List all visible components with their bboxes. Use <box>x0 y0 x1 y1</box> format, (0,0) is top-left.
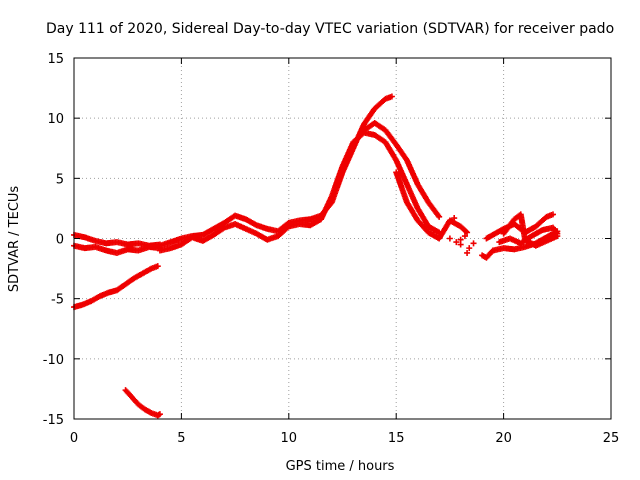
data-point <box>156 411 163 418</box>
data-point <box>436 213 443 220</box>
y-tick-label: -15 <box>43 413 64 428</box>
data-point <box>388 93 395 100</box>
series-trace-e <box>156 93 395 249</box>
data-point <box>451 215 458 222</box>
series-trace-f <box>156 129 443 254</box>
series-trace-g <box>360 119 443 220</box>
data-point <box>550 211 557 218</box>
y-tick-label: -5 <box>51 293 64 308</box>
y-tick-label: 10 <box>47 112 64 127</box>
data-point <box>464 229 471 236</box>
x-tick-label: 15 <box>388 431 405 446</box>
series-scatter-i <box>446 215 477 256</box>
data-point <box>464 249 471 256</box>
data-point <box>554 233 561 240</box>
data-points <box>71 93 561 419</box>
axis-ticks: 0 5 10 15 20 25 -15 -10 -5 0 5 10 15 <box>43 52 620 446</box>
x-tick-label: 25 <box>603 431 620 446</box>
x-tick-label: 5 <box>177 431 185 446</box>
chart-title: Day 111 of 2020, Sidereal Day-to-day VTE… <box>46 21 614 37</box>
data-point <box>463 228 470 235</box>
data-point <box>446 235 453 242</box>
y-axis-label: SDTVAR / TECUs <box>7 186 22 293</box>
data-point <box>466 245 473 252</box>
data-point <box>453 239 460 246</box>
x-tick-label: 0 <box>70 431 78 446</box>
y-tick-label: 15 <box>47 52 64 67</box>
series-trace-h <box>393 169 471 242</box>
x-tick-label: 20 <box>495 431 512 446</box>
series-trace-c <box>71 263 161 311</box>
data-point <box>470 240 477 247</box>
series-trace-b <box>71 242 163 256</box>
series-trace-m <box>500 211 561 249</box>
y-tick-label: 5 <box>56 172 64 187</box>
x-axis-label: GPS time / hours <box>286 459 395 474</box>
data-point <box>154 263 161 270</box>
series-trace-d <box>122 387 163 419</box>
data-point <box>457 236 464 243</box>
y-tick-label: 0 <box>56 233 64 248</box>
data-point <box>461 233 468 240</box>
y-tick-label: -10 <box>43 353 64 368</box>
x-tick-label: 10 <box>281 431 298 446</box>
